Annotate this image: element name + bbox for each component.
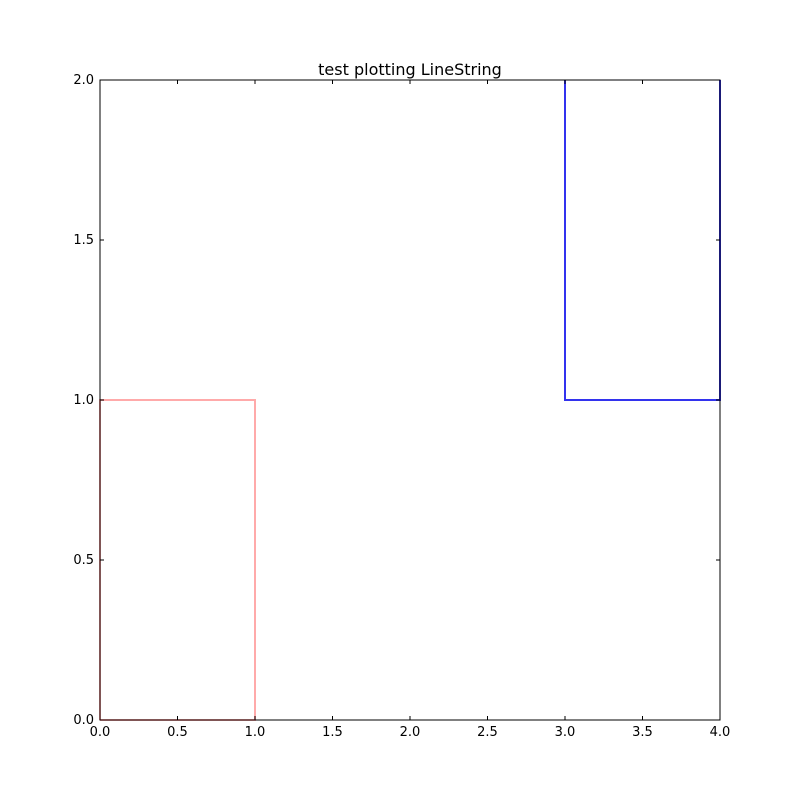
y-tick-label: 1.5 [73, 233, 94, 248]
y-tick-label: 0.0 [73, 713, 94, 728]
x-tick-label: 0.5 [167, 725, 188, 740]
y-tick-label: 2.0 [73, 73, 94, 88]
x-tick-label: 1.0 [245, 725, 266, 740]
y-tick-label: 0.5 [73, 553, 94, 568]
x-tick-label: 4.0 [710, 725, 731, 740]
y-tick-label: 1.0 [73, 393, 94, 408]
x-tick-label: 3.5 [632, 725, 653, 740]
y-axis-ticks: 0.0 0.5 1.0 1.5 2.0 [73, 73, 720, 728]
x-tick-label: 2.5 [477, 725, 498, 740]
x-tick-label: 3.0 [555, 725, 576, 740]
x-tick-label: 0.0 [90, 725, 111, 740]
chart-title: test plotting LineString [318, 60, 502, 79]
x-axis-ticks: 0.0 0.5 1.0 1.5 2.0 2.5 3.0 3.5 4.0 [90, 80, 731, 740]
x-tick-label: 1.5 [322, 725, 343, 740]
x-tick-label: 2.0 [400, 725, 421, 740]
